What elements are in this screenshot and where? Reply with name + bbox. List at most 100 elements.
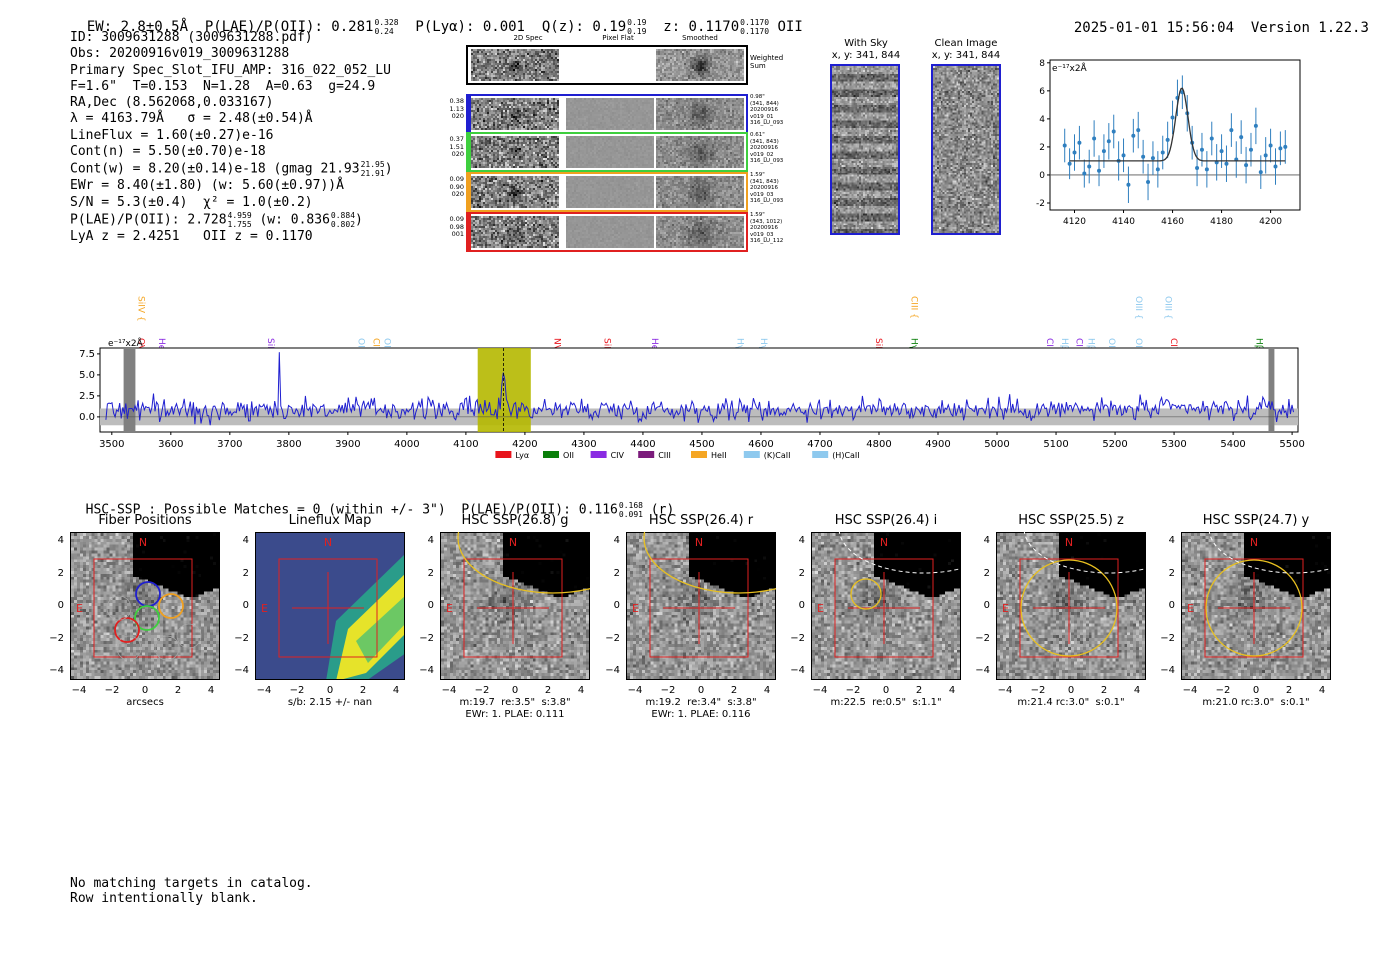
hsc-caption-1: m:21.4 rc:3.0" s:0.1": [1017, 697, 1125, 708]
info-plae-lo: 1.755: [227, 219, 252, 229]
full-spectrum-chart: SiIV {OVI {HeII {SiIV {OII {CIV {OII {NV…: [79, 296, 1305, 460]
cutout-2d-image: [471, 98, 559, 130]
aperture-box: [93, 558, 193, 658]
header-z-line: OII: [777, 19, 803, 35]
header-z-lo: 0.1170: [740, 27, 770, 36]
hsc-ytick-label: 4: [57, 535, 64, 546]
zoom-data-point: [1072, 150, 1077, 155]
header-plae-hi: 0.328: [374, 18, 399, 27]
zoom-data-point: [1258, 170, 1263, 175]
legend-swatch: [743, 451, 760, 458]
zoom-data-point: [1278, 146, 1283, 151]
info-contn: Cont(n) = 5.50(±0.70)e-18: [70, 144, 266, 160]
zoom-xtick-label: 4140: [1112, 217, 1135, 227]
cutout-row-4-color-bar: [468, 214, 471, 250]
legend-swatch: [812, 451, 829, 458]
hsc-panel-title: HSC SSP(25.5) z: [1018, 513, 1124, 528]
hsc-caption-1: m:22.5 re:0.5" s:1.1": [830, 697, 942, 708]
hsc-ytick-label: 2: [1168, 567, 1175, 579]
zoom-data-point: [1136, 128, 1141, 133]
fiber-circle: [116, 635, 142, 661]
full-xtick-label: 5100: [1043, 439, 1068, 450]
hsc-xtick-label: 4: [763, 685, 771, 696]
footer-line-1: No matching targets in catalog.: [70, 876, 313, 891]
aperture-box: [463, 558, 563, 658]
hsc-caption-1: arcsecs: [126, 697, 164, 708]
zoom-xtick-label: 4180: [1210, 217, 1233, 227]
fiber-circle: [135, 581, 161, 607]
cutout-row-2: [466, 132, 748, 172]
hsc-source-circle: [850, 578, 882, 610]
cutout-row-1-meta: 0.98" (341, 844) 20200916 v019_01 316_LU…: [750, 94, 784, 127]
legend-label: HeII: [711, 451, 727, 460]
east-marker: E: [76, 602, 83, 615]
header-meta: 2025-01-01 15:56:04 Version 1.22.3: [1057, 4, 1369, 36]
zoom-data-point: [1244, 163, 1249, 168]
full-xtick-label: 3700: [217, 439, 242, 450]
with-sky-title: With Sky: [844, 38, 888, 49]
fiber-circle: [134, 605, 160, 631]
hsc-summary-text: HSC-SSP : Possible Matches = 0 (within +…: [85, 502, 618, 518]
hsc-panel-title: Fiber Positions: [98, 513, 192, 528]
legend-label: (H)CaII: [832, 451, 859, 460]
hsc-ytick-label: −2: [419, 632, 434, 644]
hsc-ytick-label: −4: [975, 665, 990, 676]
hsc-image-3: [440, 532, 590, 680]
cutout-row-1: [466, 94, 748, 134]
hsc-xtick-label: 4: [577, 685, 585, 696]
zoom-model-curve: [1069, 87, 1286, 162]
zoom-data-point: [1141, 154, 1146, 159]
hsc-xtick-label: −2: [104, 685, 120, 696]
zoom-data-point: [1146, 179, 1151, 184]
full-xtick-label: 3900: [335, 439, 360, 450]
aperture-box: [834, 558, 934, 658]
full-ytick-label: 2.5: [79, 391, 95, 402]
legend-swatch: [638, 451, 655, 458]
hsc-summary-band: (r): [650, 502, 675, 518]
hsc-panel-title: HSC SSP(26.4) i: [834, 513, 938, 528]
hsc-xtick-label: −4: [997, 685, 1013, 696]
lineflux-green: [356, 596, 404, 663]
hsc-xtick-label: −2: [474, 685, 490, 696]
full-xtick-label: 4200: [512, 439, 537, 450]
north-marker: N: [695, 536, 703, 549]
hsc-ytick-label: 2: [242, 567, 249, 579]
info-obs: Obs: 20200916v019_3009631288: [70, 46, 290, 62]
zoom-ytick-label: 4: [1039, 115, 1045, 125]
hsc-panel-title: HSC SSP(26.4) r: [648, 513, 754, 528]
hsc-ytick-label: 0: [613, 600, 620, 611]
hsc-overlay: NE: [1002, 532, 1146, 658]
north-marker: N: [324, 536, 332, 549]
weighted-2d-image: [471, 49, 559, 81]
hsc-xtick-label: 0: [697, 685, 705, 696]
cutout-row-3: [466, 172, 748, 212]
hsc-ytick-label: 2: [57, 567, 64, 579]
hsc-ytick-label: −4: [605, 665, 620, 676]
clean-image: [931, 64, 1001, 235]
hsc-source-ellipse: [457, 532, 590, 594]
hsc-ytick-label: −2: [1160, 632, 1175, 644]
cutout-row-2-stats: 0.37 1.51 020: [449, 135, 464, 159]
info-contw: Cont(w) = 8.20(±0.14)e-18 (gmag 21.93: [70, 161, 360, 177]
zoom-ytick-label: 8: [1039, 59, 1045, 69]
hsc-caption-1: m:19.7 re:3.5" s:3.8": [459, 697, 571, 708]
info-plae: P(LAE)/P(OII): 2.728: [70, 212, 227, 228]
header-version: Version 1.22.3: [1250, 20, 1369, 36]
fiber-circle: [106, 595, 132, 621]
zoom-ytick-label: 0: [1039, 171, 1045, 181]
col-2d-spec: 2D Spec: [513, 34, 543, 42]
hsc-xtick-label: −4: [1182, 685, 1198, 696]
hsc-ytick-label: 0: [242, 600, 249, 611]
hsc-xtick-label: 2: [1285, 685, 1293, 696]
hsc-ytick-label: 2: [983, 567, 990, 579]
full-xtick-label: 5300: [1161, 439, 1186, 450]
hsc-caption-1: s/b: 2.15 +/- nan: [287, 697, 373, 708]
zoom-data-point: [1101, 149, 1106, 154]
zoom-data-point: [1165, 137, 1170, 142]
full-xtick-label: 4700: [807, 439, 832, 450]
hsc-ytick-label: 2: [613, 567, 620, 579]
full-xtick-label: 4100: [453, 439, 478, 450]
hsc-xtick-label: 2: [174, 685, 182, 696]
cutout-row-4-stats: 0.09 0.98 001: [449, 215, 464, 239]
header-z-hi: 0.1170: [740, 18, 770, 27]
